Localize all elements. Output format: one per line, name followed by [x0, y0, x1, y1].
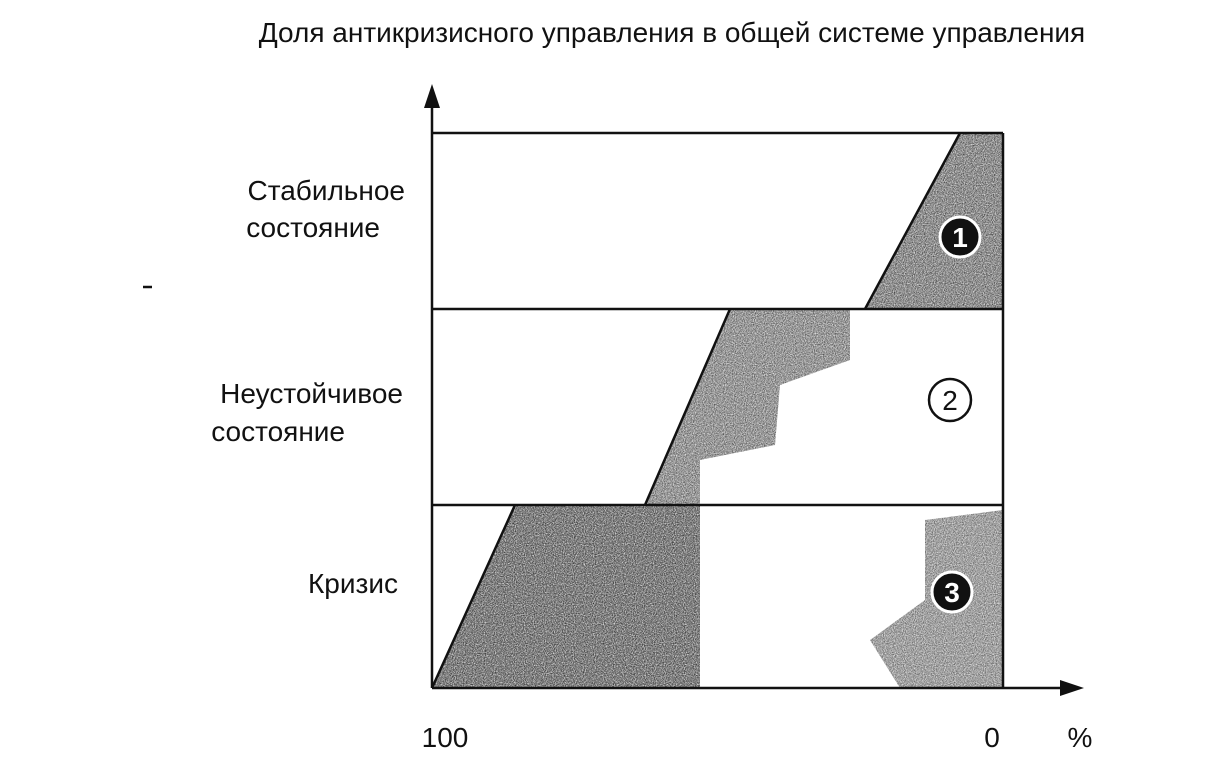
- zone-number: 2: [942, 385, 958, 416]
- y-arrow: [424, 84, 440, 108]
- row-label: состояние: [211, 416, 345, 447]
- zone-number: 1: [952, 222, 968, 253]
- zone-number: 3: [944, 577, 960, 608]
- zone-shade: [645, 309, 850, 505]
- axis-label: 100: [422, 722, 469, 753]
- zone-marker: [927, 377, 973, 423]
- zone-marker: [938, 215, 982, 259]
- row-label: Неустойчивое: [220, 378, 403, 409]
- shading: [432, 133, 1003, 688]
- x-arrow: [1060, 680, 1084, 696]
- title: Доля антикризисного управления в общей с…: [259, 17, 1085, 48]
- frame: [143, 100, 1065, 690]
- axis-unit: %: [1068, 722, 1093, 753]
- zone-marker: [930, 570, 974, 614]
- axis-label: 0: [984, 722, 1000, 753]
- row-label: Стабильное: [247, 175, 405, 206]
- row-label: Кризис: [308, 568, 398, 599]
- zone-shade: [432, 505, 700, 688]
- row-label: состояние: [246, 212, 380, 243]
- zone-shade: [865, 133, 1003, 309]
